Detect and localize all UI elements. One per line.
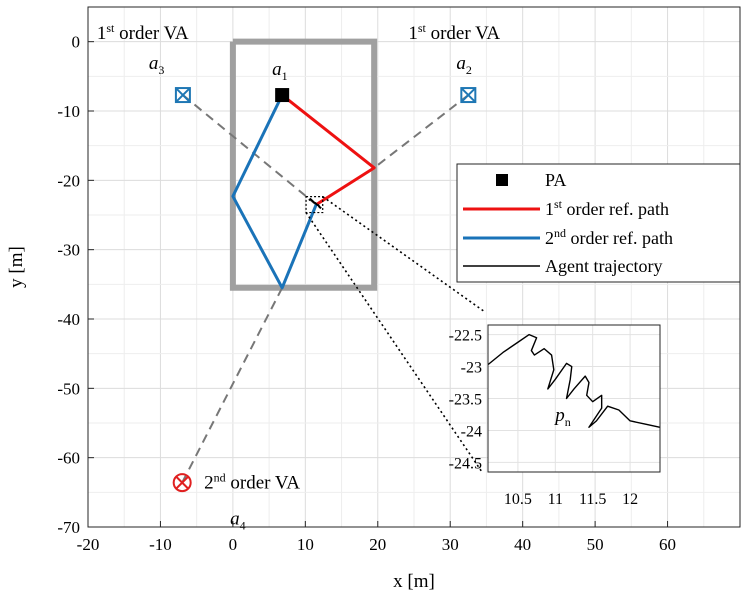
y-tick-label: -60 [57, 449, 80, 468]
inset-x-tick-label: 12 [622, 491, 638, 508]
tick-labels: -20 -10 0 10 20 30 40 50 60 0 -10 -20 -30 -40 -50 -60 -7… [57, 33, 676, 554]
legend-label-1: 2nd order ref. path [545, 226, 673, 248]
series-line-2 [308, 198, 322, 209]
y-tick-label: -50 [57, 379, 80, 398]
anchor-a2-marker [460, 87, 477, 104]
x-tick-label: 50 [587, 535, 604, 554]
projection-dashed-line [373, 94, 469, 169]
series-group [231, 93, 376, 290]
anchor-label-a2: a2 [456, 53, 472, 77]
x-axis-label: x [m] [393, 571, 435, 592]
va-projection-lines [181, 94, 469, 484]
x-tick-label: 0 [229, 535, 238, 554]
anchor-a1-marker [275, 88, 290, 103]
inset-y-tick-label: -23.5 [449, 392, 482, 409]
series-line-0 [281, 93, 376, 206]
x-tick-label: 60 [659, 535, 676, 554]
anchor-a4-marker [172, 473, 192, 493]
va-label-0: 1st order VA [97, 21, 189, 44]
y-tick-label: -30 [57, 241, 80, 260]
y-axis-label: y [m] [6, 246, 27, 288]
anchor-label-a3: a3 [149, 53, 165, 77]
projection-dashed-line [181, 287, 284, 484]
inset-point-label: pn [553, 405, 571, 429]
zoom-connector [305, 212, 483, 473]
x-tick-label: 20 [369, 535, 386, 554]
room-outline-path [229, 38, 378, 291]
y-tick-label: -20 [57, 171, 80, 190]
legend-label-2: Agent trajectory [545, 256, 662, 276]
inset-x-tick-label: 10.5 [504, 491, 532, 508]
y-tick-label: 0 [72, 33, 81, 52]
anchor-label-a4: a4 [230, 509, 246, 533]
x-tick-label: 30 [442, 535, 459, 554]
inset-frame [487, 324, 661, 473]
zoom-connector-lines [305, 195, 486, 473]
inset-y-tick-label: -22.5 [449, 328, 482, 345]
legend-pa-label: PA [545, 170, 566, 190]
legend-label-0: 1st order ref. path [545, 197, 669, 219]
va-label-2: 2nd order VA [204, 471, 300, 494]
inset-y-tick-label: -23 [461, 360, 482, 377]
x-tick-label: 40 [514, 535, 531, 554]
inset-trajectory [487, 333, 661, 428]
series-line-1 [231, 94, 318, 290]
anchor-markers [172, 87, 477, 493]
y-tick-label: -70 [57, 518, 80, 537]
x-tick-label: -10 [149, 535, 172, 554]
inset-y-tick-label: -24.5 [449, 455, 482, 472]
inset-x-tick-label: 11.5 [579, 491, 606, 508]
anchor-label-a1: a1 [272, 59, 288, 83]
zoom-connector [322, 195, 486, 313]
legend: PA 1st order ref. path 2nd order ref. path… [456, 163, 741, 283]
legend-pa-marker [496, 174, 508, 186]
room-outline [229, 38, 378, 291]
y-tick-label: -10 [57, 102, 80, 121]
annotations: a1 a2 a3 a4 1st order VA 1st order VA 2nd orde… [97, 21, 500, 533]
projection-dashed-line [182, 94, 317, 206]
inset-y-tick-label: -24 [461, 423, 482, 440]
inset-zoom: 10.5 11 11.5 12 -22.5 -23 -23.5 -24 -24.5 pn [449, 324, 661, 508]
va-label-1: 1st order VA [408, 21, 500, 44]
zoom-region-box [305, 196, 324, 214]
y-tick-label: -40 [57, 310, 80, 329]
x-tick-label: 10 [297, 535, 314, 554]
x-tick-label: -20 [77, 535, 100, 554]
inset-x-tick-label: 11 [548, 491, 563, 508]
anchor-a3-marker [174, 87, 191, 104]
